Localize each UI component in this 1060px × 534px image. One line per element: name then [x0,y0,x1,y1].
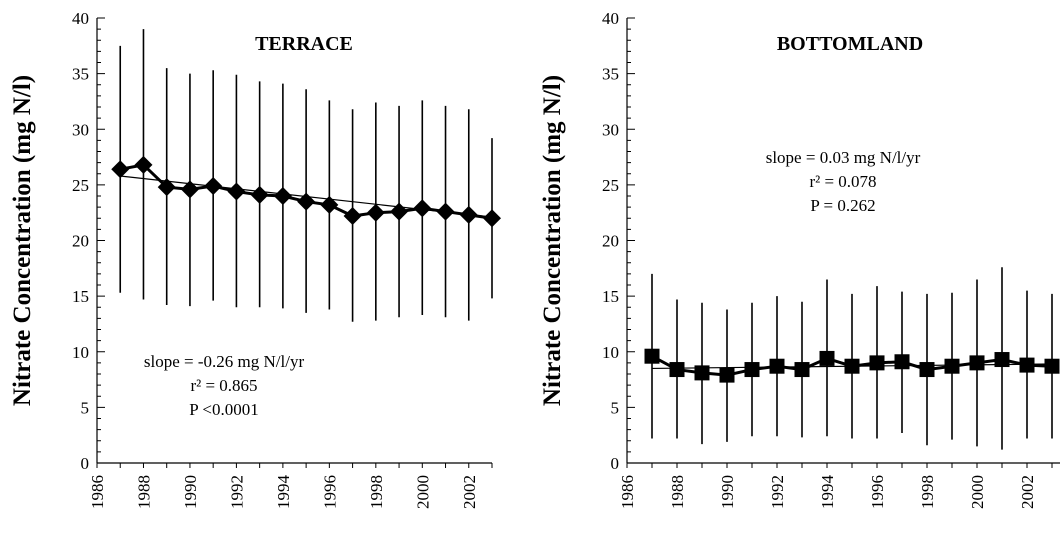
chart-panel: 0 5 10 15 20 25 30 35 40 1986 1988 1990 1992 1994 1996… [539,9,1060,509]
stats-annotation: slope = -0.26 mg N/l/yr [144,352,305,371]
x-tick-label: 1990 [718,475,737,509]
chart-panel: 0 5 10 15 20 25 30 35 40 1986 1988 1990 1992 1994 1996… [9,9,501,509]
chart-title: TERRACE [255,33,353,55]
data-point [390,202,409,221]
stats-annotation: P <0.0001 [189,400,258,419]
stats-annotation: slope = 0.03 mg N/l/yr [766,148,921,167]
data-point [844,358,860,374]
x-tick-label: 1988 [668,475,687,509]
y-tick-label: 40 [602,9,619,28]
y-tick-label: 35 [72,65,89,84]
x-tick-label: 1986 [88,475,107,509]
y-tick-label: 25 [602,176,619,195]
data-point [413,199,432,218]
data-point [994,352,1010,368]
y-tick-label: 20 [602,232,619,251]
x-tick-label: 1994 [274,475,293,510]
data-point [769,358,785,374]
x-tick-label: 2000 [413,475,432,509]
data-point [694,365,710,381]
x-tick-label: 1992 [768,475,787,509]
data-point [157,178,176,197]
x-tick-label: 1996 [320,475,339,509]
data-point [204,176,223,195]
data-point [919,362,935,378]
y-tick-label: 30 [602,120,619,139]
data-point [894,354,910,370]
y-tick-label: 5 [611,398,620,417]
x-tick-label: 1998 [367,475,386,509]
x-tick-label: 2000 [968,475,987,509]
stats-annotation: r² = 0.078 [809,172,876,191]
x-tick-label: 2002 [460,475,479,509]
y-axis-label: Nitrate Concentration (mg N/l) [9,75,36,406]
data-point [669,362,685,378]
data-point [343,207,362,226]
y-tick-label: 10 [72,343,89,362]
x-tick-label: 1986 [618,475,637,509]
data-point [1019,357,1035,373]
x-tick-label: 1992 [227,475,246,509]
y-tick-label: 0 [81,454,90,473]
y-tick-label: 10 [602,343,619,362]
data-point [744,362,760,378]
x-tick-label: 1988 [134,475,153,509]
stats-annotation: r² = 0.865 [190,376,257,395]
chart-title: BOTTOMLAND [777,33,923,55]
data-point [180,180,199,199]
data-point [134,155,153,174]
y-tick-label: 20 [72,232,89,251]
x-tick-label: 1990 [181,475,200,509]
x-tick-label: 2002 [1018,475,1037,509]
y-tick-label: 35 [602,65,619,84]
x-tick-label: 1998 [918,475,937,509]
data-point [969,355,985,371]
y-tick-label: 15 [602,287,619,306]
x-tick-label: 1996 [868,475,887,509]
data-point [869,355,885,371]
x-tick-label: 1994 [818,475,837,510]
data-point [227,182,246,201]
stats-annotation: P = 0.262 [810,196,875,215]
data-point [819,350,835,366]
data-point [483,209,501,228]
y-tick-label: 0 [611,454,620,473]
data-point [719,367,735,383]
data-point [366,203,385,222]
data-point [436,202,455,221]
y-tick-label: 5 [81,398,90,417]
y-tick-label: 15 [72,287,89,306]
data-point [250,185,269,204]
data-point [111,160,130,179]
data-point [794,362,810,378]
y-axis-label: Nitrate Concentration (mg N/l) [539,75,566,406]
data-point [944,358,960,374]
y-tick-label: 30 [72,120,89,139]
y-tick-label: 40 [72,9,89,28]
data-point [1044,358,1060,374]
data-point [297,192,316,211]
data-point [273,187,292,205]
data-point [459,205,478,224]
data-point [320,195,339,214]
y-tick-label: 25 [72,176,89,195]
data-point [644,348,660,364]
